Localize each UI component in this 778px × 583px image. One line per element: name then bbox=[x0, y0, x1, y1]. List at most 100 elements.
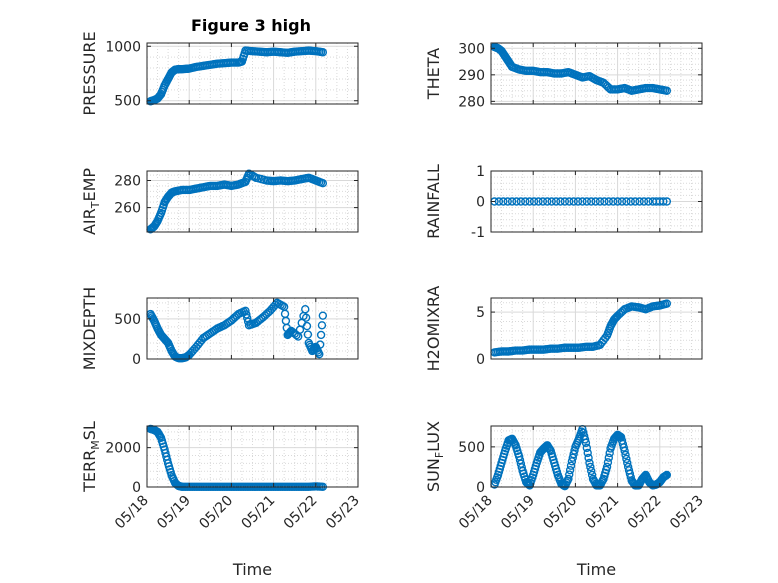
subplot-rainfall-point bbox=[573, 197, 583, 206]
subplot-sun-flux-point bbox=[604, 453, 614, 462]
subplot-rainfall-point bbox=[565, 197, 574, 206]
subplot-rainfall-point bbox=[662, 197, 672, 206]
subplot-rainfall-point bbox=[507, 197, 517, 206]
subplot-h2omixra-ytick-label: 0 bbox=[476, 352, 485, 368]
subplot-h2omixra-ytick-label: 5 bbox=[476, 305, 485, 321]
subplot-sun-flux-point bbox=[603, 458, 613, 467]
subplot-rainfall-point bbox=[534, 197, 543, 206]
subplot-rainfall: -1 0 1 RAINFALL bbox=[424, 164, 703, 241]
subplot-rainfall-ytick-label: 0 bbox=[476, 195, 485, 211]
subplot-rainfall-point bbox=[613, 197, 622, 206]
subplot-sun-flux-point bbox=[623, 458, 632, 468]
subplot-theta-ytick-label: 280 bbox=[458, 94, 485, 110]
subplot-mixdepth-point bbox=[301, 313, 311, 322]
subplot-mixdepth-ytick-label: 500 bbox=[114, 312, 141, 328]
subplot-h2omixra-point bbox=[662, 299, 672, 308]
subplot-rainfall-point bbox=[582, 197, 592, 206]
subplot-terr-msl-xtick-label: 05/20 bbox=[196, 493, 236, 533]
subplot-sun-flux-point bbox=[582, 443, 592, 453]
subplot-terr-msl-ylabel: TERRMSL bbox=[80, 421, 102, 493]
subplot-mixdepth-point bbox=[303, 330, 313, 339]
subplot-h2omixra-point bbox=[612, 312, 621, 321]
subplot-h2omixra: 0 5 H2OMIXRA bbox=[424, 286, 703, 372]
subplot-rainfall-point bbox=[525, 197, 534, 206]
subplot-sun-flux-point bbox=[619, 443, 628, 452]
subplot-rainfall-point bbox=[560, 197, 570, 206]
subplot-rainfall-point bbox=[521, 197, 530, 206]
subplot-rainfall-point bbox=[499, 197, 508, 206]
subplot-pressure-ytick-label: 1000 bbox=[105, 39, 141, 55]
subplot-rainfall-point bbox=[630, 197, 640, 206]
subplot-sun-flux-xtick-label: 05/19 bbox=[498, 493, 538, 533]
subplot-sun-flux-xtick-label: 05/20 bbox=[540, 493, 580, 533]
subplot-rainfall-point bbox=[591, 197, 600, 206]
subplot-rainfall-point bbox=[569, 197, 578, 206]
subplot-air-temp-ylabel: AIRTEMP bbox=[80, 168, 102, 235]
subplot-air-temp-ytick-label: 280 bbox=[114, 173, 141, 189]
subplot-terr-msl-ytick-label: 2000 bbox=[105, 441, 141, 457]
subplot-pressure-ytick-label: 500 bbox=[114, 94, 141, 110]
subplot-theta: 280 290 300 THETA bbox=[424, 41, 703, 110]
subplot-sun-flux-axes-box bbox=[490, 425, 703, 488]
subplot-air-temp-axes-box bbox=[146, 170, 359, 233]
figure-title: Figure 3 high bbox=[191, 16, 311, 35]
subplot-mixdepth-point bbox=[317, 321, 327, 330]
subplot-rainfall-point bbox=[516, 197, 526, 206]
subplot-pressure-axes-box bbox=[146, 42, 359, 105]
subplot-terr-msl-xtick-label: 05/21 bbox=[239, 493, 279, 533]
subplot-pressure: 500 1000 PRESSURE bbox=[80, 31, 359, 116]
subplot-terr-msl-xtick-label: 05/23 bbox=[323, 493, 363, 533]
subplot-sun-flux: 0 500 05/18 05/19 05/20 05/21 05/22 05/23 SUNFLU… bbox=[424, 421, 707, 579]
subplot-sun-flux-xtick-label: 05/22 bbox=[625, 493, 665, 533]
subplot-mixdepth-point bbox=[318, 311, 328, 320]
subplot-terr-msl-xlabel: Time bbox=[232, 560, 272, 579]
subplot-sun-flux-point bbox=[587, 466, 596, 476]
subplot-sun-flux-ytick-label: 0 bbox=[476, 480, 485, 496]
subplot-air-temp-ytick-label: 260 bbox=[114, 201, 141, 217]
subplot-rainfall-point bbox=[639, 197, 649, 206]
subplot-mixdepth-axes-box bbox=[146, 297, 359, 360]
subplot-sun-flux-xtick-label: 05/23 bbox=[667, 493, 707, 533]
subplot-mixdepth-point bbox=[315, 340, 325, 349]
subplot-rainfall-point bbox=[556, 197, 565, 206]
subplot-rainfall-point bbox=[600, 197, 609, 206]
subplot-h2omixra-axes-box bbox=[490, 297, 703, 360]
subplot-rainfall-point bbox=[538, 197, 548, 206]
subplot-mixdepth-ytick-label: 0 bbox=[132, 352, 141, 368]
subplot-mixdepth-point bbox=[316, 330, 326, 340]
subplot-sun-flux-xlabel: Time bbox=[576, 560, 616, 579]
subplot-rainfall-point bbox=[622, 197, 631, 206]
subplot-mixdepth: 0 500 MIXDEPTH bbox=[80, 287, 359, 370]
subplot-rainfall-point bbox=[626, 197, 635, 206]
subplot-h2omixra-ylabel: H2OMIXRA bbox=[424, 286, 443, 372]
subplot-mixdepth-point bbox=[301, 305, 310, 314]
subplot-terr-msl-axes-box bbox=[146, 425, 359, 488]
subplot-rainfall-point bbox=[595, 197, 605, 206]
subplot-sun-flux-point bbox=[662, 470, 672, 480]
subplot-rainfall-point bbox=[587, 197, 596, 206]
subplot-theta-point bbox=[662, 86, 672, 95]
subplot-sun-flux-point bbox=[583, 448, 592, 458]
subplot-rainfall-point bbox=[617, 197, 627, 206]
subplot-air-temp-point bbox=[318, 178, 328, 188]
subplot-terr-msl-ytick-label: 0 bbox=[132, 480, 141, 496]
subplot-rainfall-point bbox=[635, 197, 644, 206]
subplot-mixdepth-point bbox=[315, 349, 324, 359]
subplot-rainfall-point bbox=[543, 197, 552, 206]
subplot-rainfall-point bbox=[512, 197, 521, 206]
subplot-sun-flux-point bbox=[622, 454, 631, 464]
subplot-sun-flux-xtick-label: 05/18 bbox=[456, 493, 496, 533]
subplot-pressure-point bbox=[318, 48, 328, 57]
subplot-rainfall-point bbox=[494, 197, 504, 206]
subplot-rainfall-point bbox=[547, 197, 556, 206]
subplot-sun-flux-point bbox=[584, 453, 593, 463]
subplot-rainfall-point bbox=[604, 197, 614, 206]
subplot-sun-flux-point bbox=[621, 450, 630, 460]
subplot-rainfall-ytick-label: 1 bbox=[476, 164, 485, 180]
subplot-rainfall-point bbox=[659, 197, 668, 206]
subplot-theta-ylabel: THETA bbox=[424, 48, 443, 100]
subplot-sun-flux-point bbox=[524, 480, 534, 489]
subplot-sun-flux-xtick-label: 05/21 bbox=[583, 493, 623, 533]
subplot-mixdepth-point bbox=[302, 321, 312, 331]
